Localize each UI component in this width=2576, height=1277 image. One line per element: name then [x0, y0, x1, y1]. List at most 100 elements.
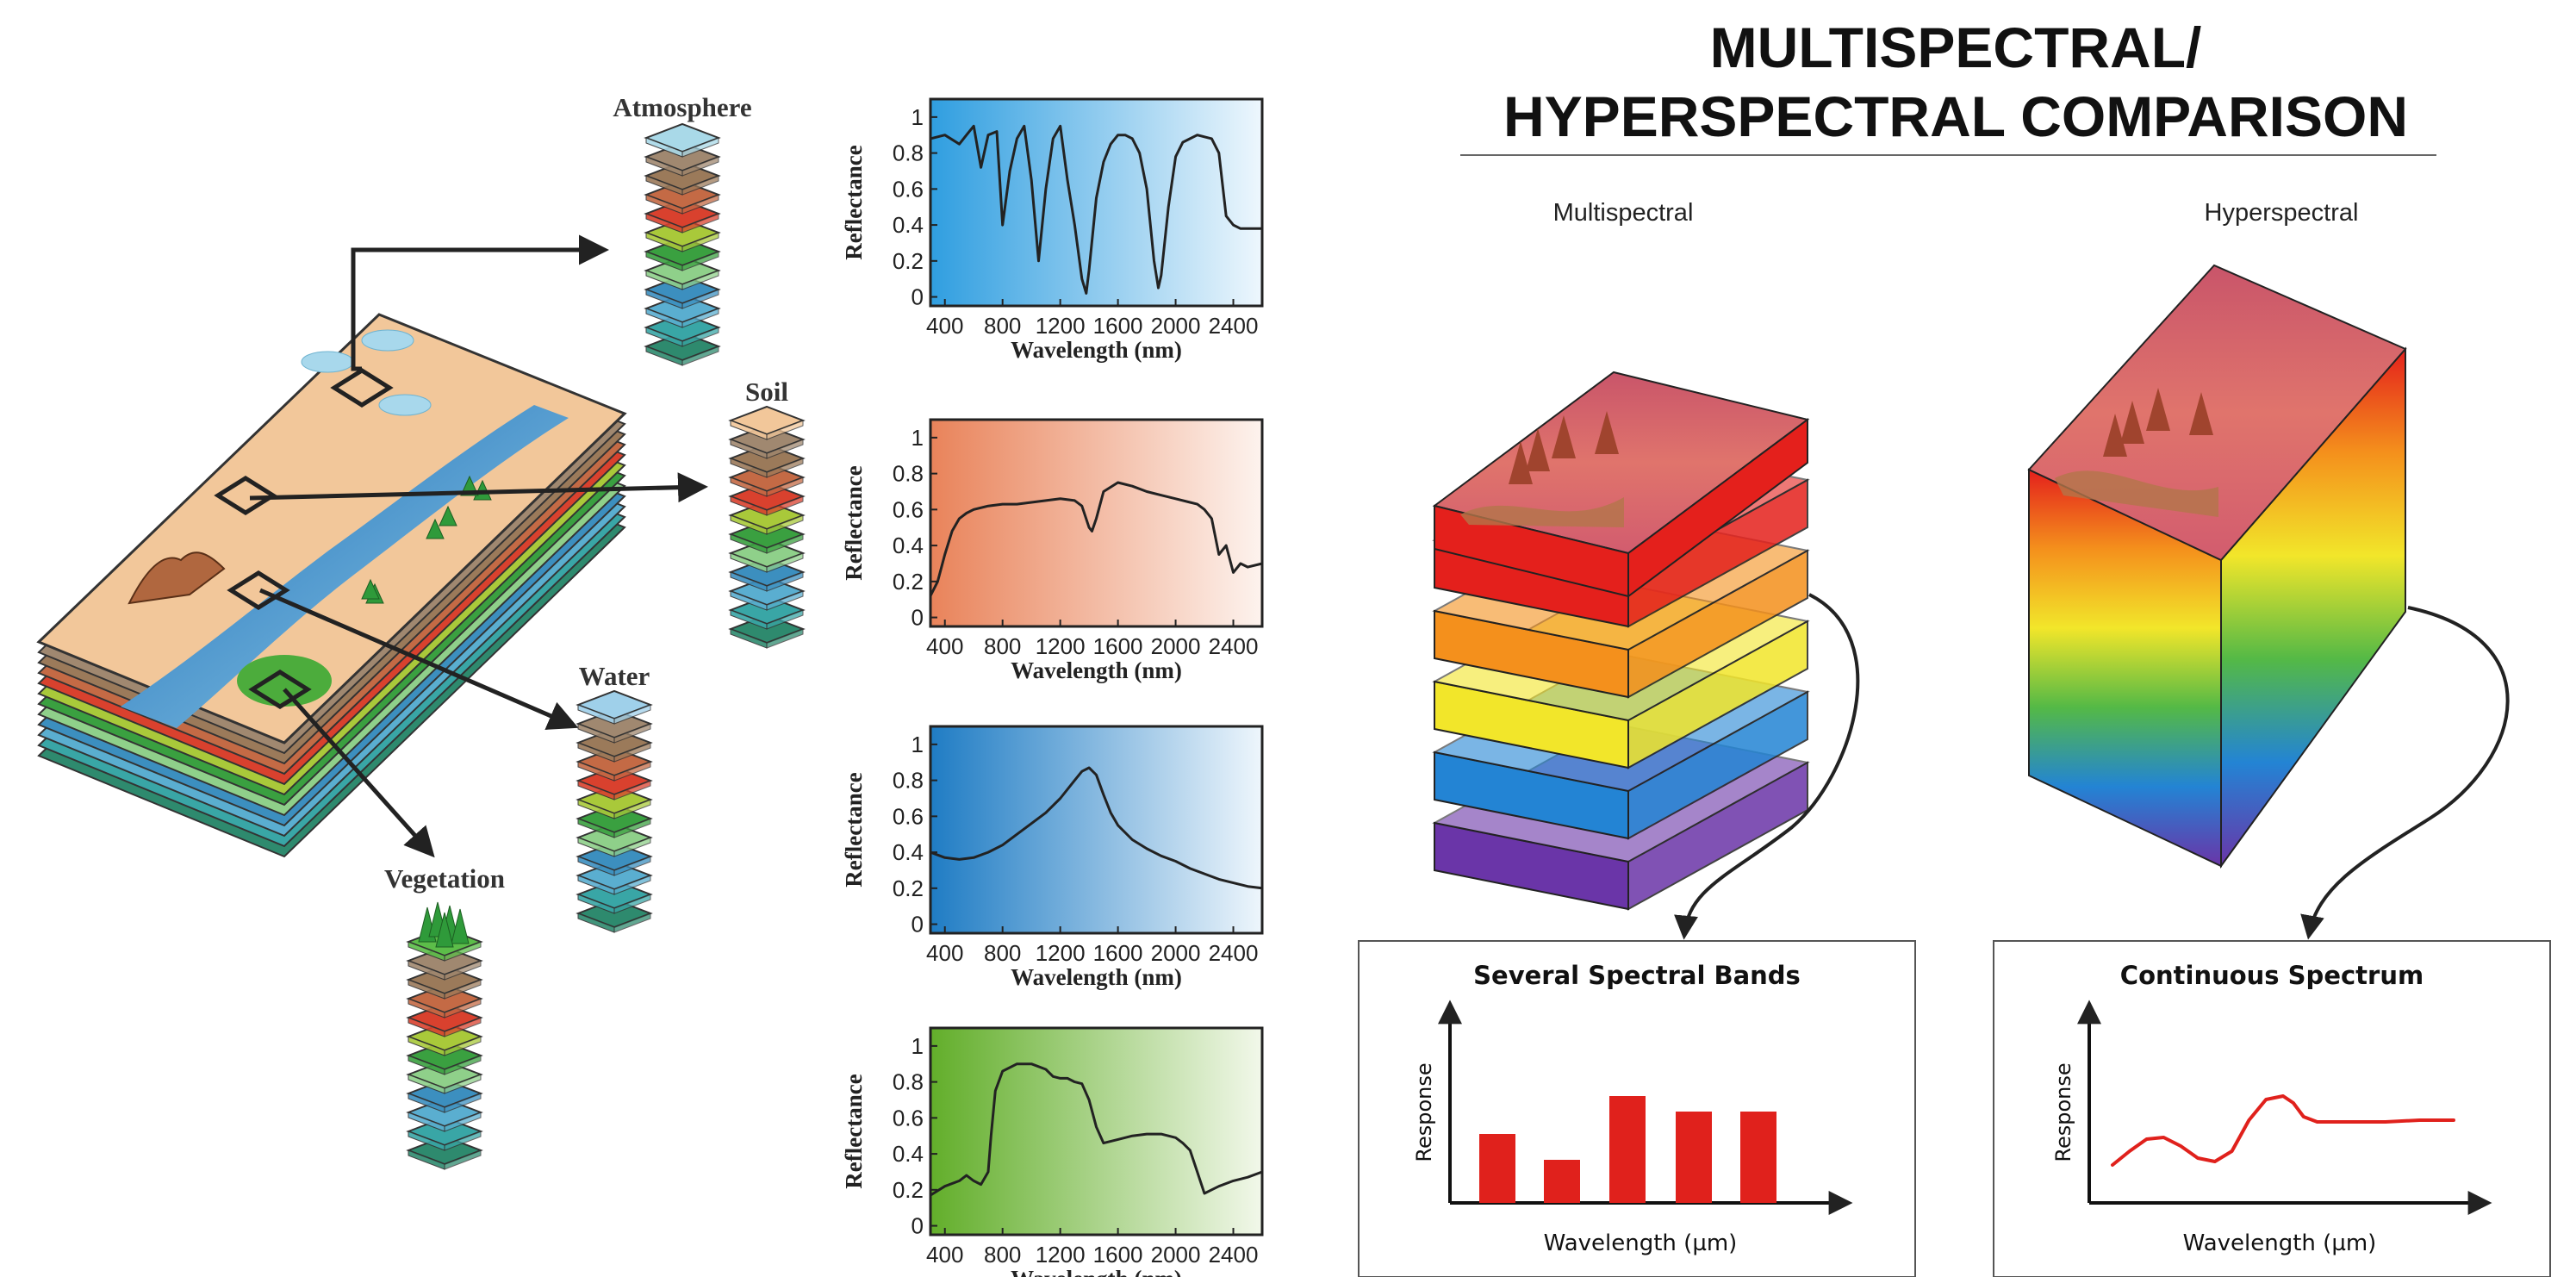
x-axis-label: Wavelength (nm) — [1011, 964, 1182, 990]
reflectance-chart-water: 400 800 1200 1600 2000 2400 0 0.2 0.4 0.6 0.8 1 Wave… — [841, 725, 1264, 990]
stack-layer-side — [766, 439, 804, 459]
x-tick-label: 1200 — [1036, 940, 1086, 966]
stack-layer-side — [444, 1131, 482, 1151]
comparison-title-line2: HYPERSPECTRAL COMPARISON — [1503, 84, 2408, 148]
stack-layer-side — [681, 213, 719, 234]
reflectance-charts: 400 800 1200 1600 2000 2400 0 0.2 0.4 0.6 0.8 1 Wave… — [841, 97, 1264, 1277]
stack-layer-side — [766, 477, 804, 497]
reflectance-curve — [930, 766, 1263, 890]
x-tick-label: 2000 — [1151, 1242, 1201, 1268]
stack-layer-side — [444, 960, 482, 981]
sample-pixel-marker — [227, 570, 290, 610]
band-bar — [1740, 1112, 1776, 1203]
x-tick-label: 800 — [984, 940, 1021, 966]
reflectance-curve — [930, 124, 1262, 295]
y-tick-label: 0 — [912, 912, 924, 938]
x-tick-label: 2400 — [1209, 1242, 1259, 1268]
stack-layer-side — [766, 533, 804, 554]
hyperspectral-arrow — [2300, 606, 2510, 940]
bands-chart: Response Wavelength (µm) — [1412, 1000, 1853, 1256]
reflectance-curve — [930, 1062, 1263, 1197]
x-axis-label: Wavelength (nm) — [1011, 337, 1182, 363]
soil-stack — [728, 405, 806, 649]
stack-layer-side — [766, 590, 804, 611]
stack-layer-side — [681, 289, 719, 309]
spectrum-curve — [2111, 1094, 2455, 1167]
stack-layer-side — [613, 799, 651, 819]
scene-landscape — [1460, 497, 1624, 527]
stack-layer-side — [681, 156, 719, 177]
hyperspectral-panel — [1993, 940, 2551, 1277]
multispectral-label: Multispectral — [1553, 199, 1694, 227]
stack-layer-side — [613, 780, 651, 800]
scene-image-top — [1432, 371, 1810, 598]
reflectance-chart-atmosphere: 400 800 1200 1600 2000 2400 0 0.2 0.4 0.6 0.8 1 Wave… — [841, 97, 1264, 363]
x-tick-label: 400 — [926, 633, 963, 659]
stack-layer-side — [444, 1112, 482, 1132]
y-axis-label: Reflectance — [841, 772, 867, 887]
stack-layer-side — [444, 1074, 482, 1094]
x-tick-label: 2000 — [1151, 633, 1201, 659]
x-axis-label: Wavelength (µm) — [2183, 1230, 2377, 1256]
x-tick-label: 1600 — [1093, 940, 1143, 966]
y-tick-label: 0.8 — [893, 1069, 924, 1095]
plot-area — [929, 725, 1264, 935]
label-vegetation: Vegetation — [384, 863, 505, 894]
stack-layer-side — [681, 346, 719, 366]
y-tick-label: 0.4 — [893, 212, 924, 238]
stack-layer-side — [681, 251, 719, 271]
stack-layer-side — [613, 723, 651, 744]
atmosphere-stack — [644, 122, 721, 366]
stack-layer-side — [444, 1036, 482, 1056]
tree-icon — [2103, 414, 2127, 457]
stack-layer-side — [613, 761, 651, 782]
hyperspectral-label: Hyperspectral — [2205, 199, 2359, 227]
tree-icon — [451, 908, 470, 944]
y-tick-label: 0.6 — [893, 803, 924, 829]
band-bar — [1479, 1134, 1515, 1203]
stack-layer-side — [681, 137, 719, 158]
tree-icon — [435, 912, 454, 948]
x-tick-label: 2400 — [1209, 313, 1259, 339]
y-tick-label: 0 — [912, 1213, 924, 1239]
cloud — [378, 394, 432, 416]
scene-side-face — [1627, 418, 1808, 598]
stack-layer-side — [766, 609, 804, 630]
arrow-to-vegetation — [283, 688, 435, 858]
cloud — [361, 329, 414, 352]
x-tick-label: 1200 — [1036, 1242, 1086, 1268]
stack-layer-side — [444, 998, 482, 1018]
stack-layer-side — [613, 875, 651, 895]
bands-chart-title: Several Spectral Bands — [1473, 961, 1801, 990]
stack-layer-side — [766, 571, 804, 592]
plot-area — [929, 1026, 1264, 1237]
arrow-to-atmosphere — [351, 234, 609, 371]
y-tick-label: 0.8 — [893, 768, 924, 794]
stack-layer-side — [444, 979, 482, 1000]
tree-icon — [1526, 428, 1550, 471]
tree-icon — [426, 518, 445, 539]
comparison-title-line1: MULTISPECTRAL/ — [1710, 16, 2202, 79]
stack-layer-side — [444, 941, 482, 962]
stack-layer-side — [613, 913, 651, 933]
tree-icon — [1595, 411, 1619, 454]
hill — [128, 551, 226, 605]
band-bar — [1676, 1112, 1712, 1203]
stack-layer-side — [681, 194, 719, 215]
x-tick-label: 800 — [984, 633, 1021, 659]
arrow-to-soil — [249, 472, 708, 503]
continuous-chart: Response Wavelength (µm) — [2051, 1000, 2492, 1256]
reflectance-curve — [929, 481, 1263, 597]
y-axis-label: Response — [1412, 1062, 1436, 1162]
x-tick-label: 400 — [926, 313, 963, 339]
y-tick-label: 1 — [912, 425, 924, 451]
band-bar — [1609, 1096, 1646, 1203]
scene-landscape — [2055, 470, 2218, 517]
y-axis-label: Response — [2051, 1062, 2075, 1162]
arrow-to-water — [259, 588, 579, 730]
y-tick-label: 0.2 — [893, 569, 924, 595]
terrain-layer-block — [36, 313, 627, 858]
y-tick-label: 1 — [912, 1033, 924, 1059]
tree-icon — [1552, 415, 1576, 458]
stack-layer-side — [681, 327, 719, 347]
